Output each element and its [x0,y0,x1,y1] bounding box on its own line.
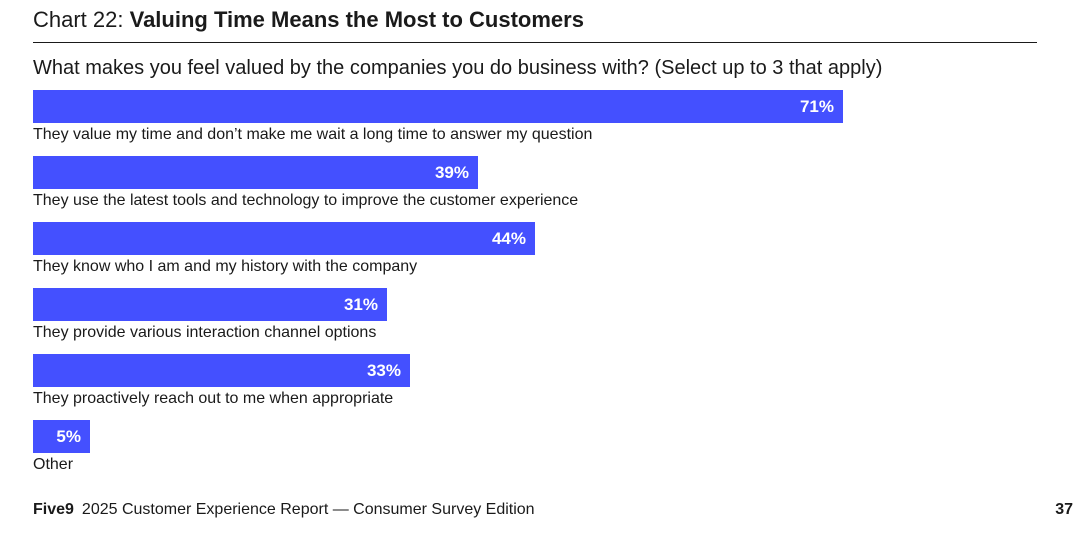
bar: 33% [33,354,410,387]
category-label: They provide various interaction channel… [33,324,377,341]
bar-value-label: 5% [56,426,81,446]
category-label: They value my time and don’t make me wai… [33,126,593,143]
footer: Five9 2025 Customer Experience Report — C… [33,500,535,520]
bar-value-label: 31% [343,294,378,314]
chart-number: Chart 22: [33,7,130,32]
chart-title: Valuing Time Means the Most to Customers [129,7,584,32]
category-label: They use the latest tools and technology… [33,192,579,209]
bar-chart: 71% They value my time and don’t make me … [33,90,1037,480]
bar-value-label: 39% [434,162,469,182]
bar-value-label: 33% [366,360,401,380]
category-label: They proactively reach out to me when ap… [33,390,394,407]
bar-value-label: 71% [799,96,834,116]
bar: 31% [33,288,387,321]
survey-question: What makes you feel valued by the compan… [33,57,883,79]
bar: 39% [33,156,478,189]
category-label: Other [33,456,74,473]
chart-header: Chart 22: Valuing Time Means the Most to… [33,6,584,34]
page-number: 37 [1055,501,1073,518]
header-divider [33,42,1037,43]
bar-value-label: 44% [491,228,526,248]
bar: 5% [33,420,90,453]
bar: 71% [33,90,843,123]
footer-report-title: 2025 Customer Experience Report — Consum… [81,501,535,518]
category-label: They know who I am and my history with t… [33,258,418,275]
bar: 44% [33,222,535,255]
footer-brand: Five9 [33,501,74,518]
